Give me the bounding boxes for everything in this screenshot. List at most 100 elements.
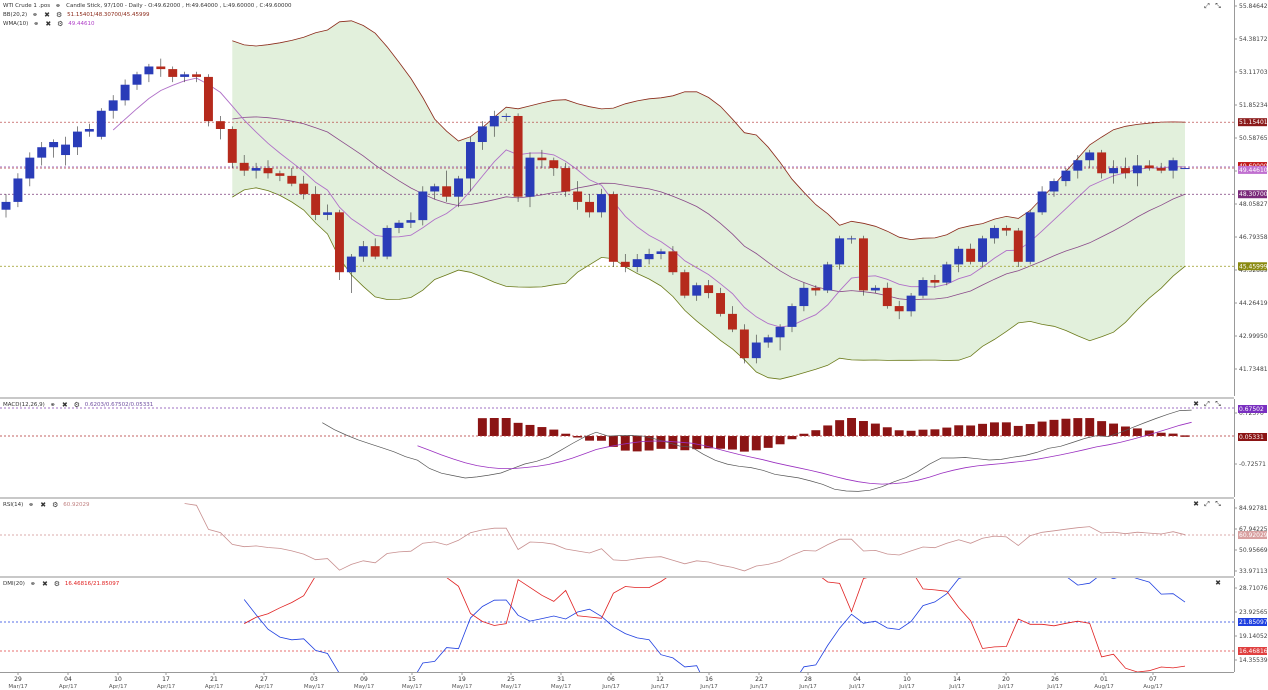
macd-histogram-bar — [1085, 418, 1095, 436]
x-tick-day: 10 — [114, 676, 122, 683]
value-badge — [1238, 433, 1267, 441]
close-icon[interactable]: ✖ — [40, 500, 47, 509]
macd-histogram-bar — [894, 430, 904, 436]
macd-histogram-bar — [513, 422, 523, 436]
macd-histogram-bar — [644, 436, 654, 451]
macd-histogram-bar — [966, 425, 976, 436]
maximize-icon[interactable]: ⤡ — [1215, 400, 1221, 408]
candle — [382, 227, 392, 257]
candle — [180, 74, 190, 77]
visibility-icon[interactable]: ⚭ — [32, 10, 39, 19]
candle — [323, 212, 333, 215]
visibility-icon[interactable]: ⚭ — [28, 500, 35, 509]
x-tick-month: Jul/17 — [997, 684, 1014, 690]
value-badge-label: 45.45999 — [1239, 263, 1268, 270]
visibility-icon[interactable]: ⚭ — [49, 400, 56, 409]
x-tick-day: 17 — [162, 676, 170, 683]
close-icon[interactable]: ✖ — [45, 19, 52, 28]
x-tick-day: 03 — [310, 676, 318, 683]
axis-tick-label: 0.72370 — [1239, 410, 1264, 417]
close-icon[interactable]: ✖ — [41, 579, 48, 588]
close-icon[interactable]: ✖ — [1193, 400, 1199, 408]
pane-divider[interactable] — [0, 397, 1234, 399]
macd-chart[interactable]: 0.72370 -0.72571 0.67502 0.05331 — [0, 399, 1268, 497]
expand-icon[interactable]: ⤢ — [1204, 500, 1210, 508]
candle — [513, 115, 523, 197]
close-icon[interactable]: ✖ — [44, 10, 51, 19]
macd-histogram-bar — [716, 436, 726, 449]
di-minus-line — [244, 578, 1186, 672]
gear-icon[interactable]: ⚙ — [57, 19, 64, 28]
macd-histogram-bar — [680, 436, 690, 451]
candle — [192, 74, 202, 77]
candle — [585, 201, 595, 213]
axis-tick-label: 44.26419 — [1239, 300, 1268, 307]
candle — [989, 227, 999, 239]
candle — [37, 147, 47, 158]
value-badge — [1238, 118, 1267, 127]
value-axis-bg — [1234, 399, 1268, 497]
candle — [1037, 191, 1047, 213]
gear-icon[interactable]: ⚙ — [52, 500, 59, 509]
close-icon[interactable]: ✖ — [1193, 500, 1199, 508]
link-icon[interactable]: ⚭ — [55, 1, 62, 10]
x-tick-day: 04 — [64, 676, 72, 683]
gear-icon[interactable]: ⚙ — [53, 579, 61, 588]
macd-histogram-bar — [525, 424, 535, 436]
macd-panel-controls: ✖ ⤢ ⤡ — [1192, 400, 1222, 409]
expand-icon[interactable]: ⤢ — [1204, 400, 1210, 408]
candle — [203, 76, 213, 122]
candle — [930, 280, 940, 283]
macd-histogram-bar — [537, 427, 547, 436]
rsi-panel-controls: ✖ ⤢ ⤡ — [1192, 500, 1222, 509]
candle — [763, 337, 773, 343]
candle — [96, 110, 106, 137]
close-icon[interactable]: ✖ — [61, 400, 68, 409]
macd-histogram-bar — [787, 436, 797, 440]
pane-divider[interactable] — [0, 576, 1234, 578]
macd-histogram-bar — [501, 418, 511, 436]
candle — [835, 238, 845, 265]
visibility-icon[interactable]: ⚭ — [29, 579, 36, 588]
price-chart[interactable]: 55.84642 54.38172 53.11703 51.85234 50.58765… — [0, 0, 1268, 396]
dmi-values: 16.46816/21.85097 — [64, 580, 120, 587]
candle — [787, 306, 797, 327]
macd-histogram-bar — [1120, 426, 1130, 436]
x-tick-day: 10 — [903, 676, 911, 683]
maximize-icon[interactable]: ⤡ — [1215, 500, 1221, 508]
macd-histogram-bar — [811, 430, 821, 436]
candle — [751, 342, 761, 359]
candle — [1025, 212, 1035, 262]
x-tick-month: Jun/17 — [650, 684, 669, 690]
candle — [1085, 152, 1095, 161]
macd-histogram-bar — [656, 436, 666, 449]
candle — [739, 329, 749, 359]
axis-tick-label: 23.92565 — [1239, 609, 1268, 616]
rsi-label: RSI(14) — [3, 501, 24, 508]
gear-icon[interactable]: ⚙ — [55, 10, 63, 19]
value-badge — [1238, 531, 1267, 540]
rsi-chart[interactable]: 84.92781 67.94225 50.95669 33.97113 60.92029 — [0, 499, 1268, 576]
gear-icon[interactable]: ⚙ — [73, 400, 80, 409]
dmi-chart[interactable]: 28.71076 23.92565 19.14052 14.35539 21.85097… — [0, 578, 1268, 672]
candle — [1001, 227, 1011, 231]
candle — [358, 246, 368, 257]
maximize-icon[interactable]: ⤡ — [1215, 2, 1221, 10]
pane-divider[interactable] — [0, 497, 1234, 499]
macd-histogram-bar — [489, 418, 499, 436]
expand-icon[interactable]: ⤢ — [1204, 2, 1210, 10]
close-icon[interactable]: ✖ — [1215, 579, 1221, 587]
x-tick-month: Jul/17 — [948, 684, 965, 690]
candle — [906, 295, 916, 312]
candle — [620, 261, 630, 268]
candle — [1132, 165, 1142, 174]
macd-histogram-bar — [882, 427, 892, 436]
x-tick-day: 12 — [656, 676, 664, 683]
x-tick-month: Jul/17 — [1046, 684, 1063, 690]
candle — [442, 186, 452, 197]
x-tick-day: 29 — [14, 676, 22, 683]
axis-tick-label: 46.79358 — [1239, 234, 1268, 241]
visibility-icon[interactable]: ⚭ — [33, 19, 40, 28]
x-tick-day: 20 — [1002, 676, 1010, 683]
macd-histogram-bar — [870, 423, 880, 436]
